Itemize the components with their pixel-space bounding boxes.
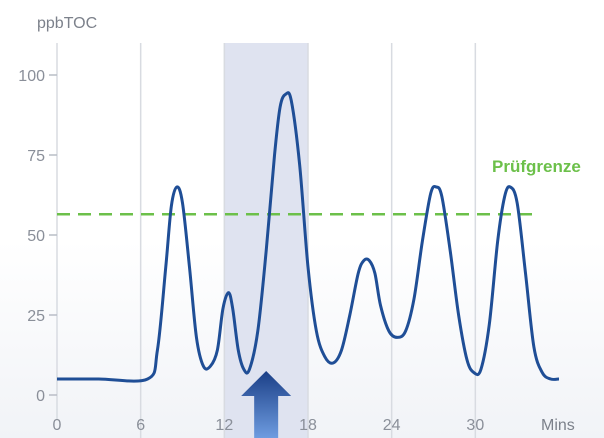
y-axis-title: ppbTOC [37, 15, 97, 32]
y-tick-label-50: 50 [27, 228, 45, 245]
x-tick-label-12: 12 [215, 417, 233, 434]
x-axis-title: Mins [541, 417, 575, 434]
x-tick-label-24: 24 [383, 417, 401, 434]
x-tick-label-0: 0 [53, 417, 62, 434]
up-arrow-icon [241, 371, 292, 438]
series-line [56, 91, 560, 383]
x-tick-label-6: 6 [136, 417, 145, 434]
y-tick-label-100: 100 [18, 68, 45, 85]
x-tick-label-18: 18 [299, 417, 317, 434]
reference-line-label: Prüfgrenze [492, 157, 581, 176]
y-tick-label-75: 75 [27, 148, 45, 165]
x-tick-label-30: 30 [466, 417, 484, 434]
y-tick-label-0: 0 [36, 388, 45, 405]
y-tick-label-25: 25 [27, 308, 45, 325]
